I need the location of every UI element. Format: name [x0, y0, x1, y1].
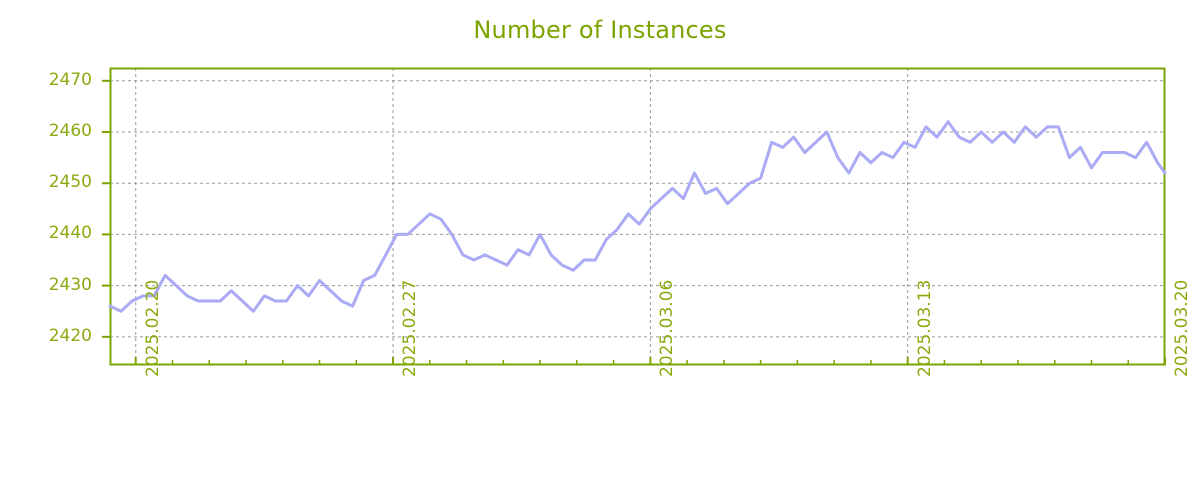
y-axis-tick-label: 2440 [48, 223, 92, 244]
grid-lines [110, 68, 1166, 365]
axis-ticks [102, 79, 1166, 365]
data-series-layer [108, 120, 1167, 313]
x-axis-tick-label: 2025.03.13 [914, 279, 935, 377]
chart-title: Number of Instances [473, 16, 727, 44]
x-axis-tick-label: 2025.03.20 [1172, 279, 1192, 377]
plot-border [109, 67, 1166, 366]
y-axis-tick-label: 2460 [48, 121, 92, 141]
y-axis-tick-label: 2450 [48, 172, 92, 193]
x-axis-tick-label: 2025.02.20 [142, 279, 163, 377]
y-axis-tick-label: 2420 [48, 325, 92, 346]
y-axis-tick-label: 2430 [48, 274, 92, 295]
x-axis-tick-label: 2025.03.06 [657, 279, 678, 377]
x-axis-tick-label: 2025.02.27 [400, 279, 421, 377]
data-line-number-of-instances [108, 120, 1167, 313]
plot-frame [109, 67, 1166, 366]
y-axis-tick-label: 2470 [48, 69, 92, 90]
